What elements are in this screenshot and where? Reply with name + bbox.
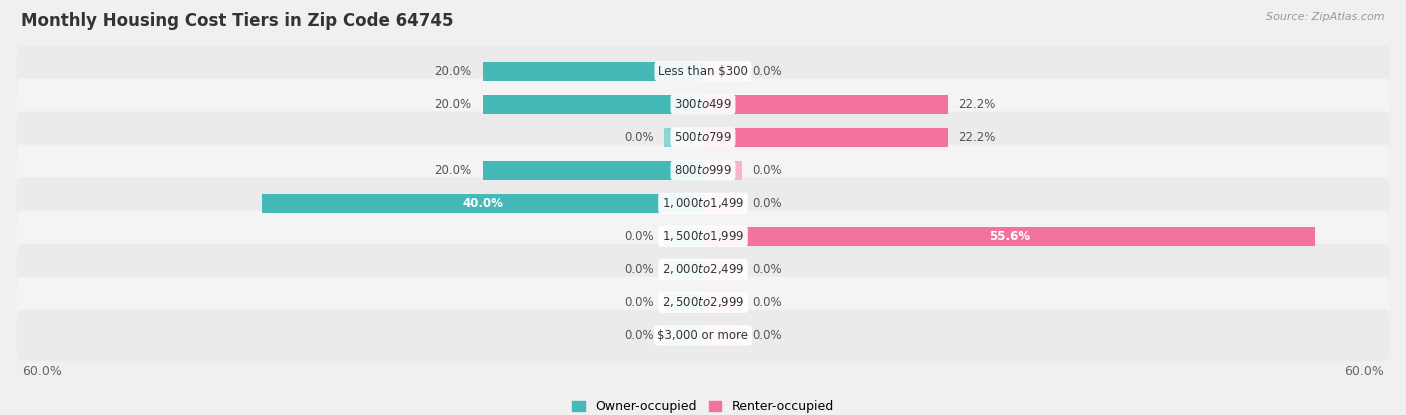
Text: 0.0%: 0.0% <box>752 65 782 78</box>
Text: Less than $300: Less than $300 <box>658 65 748 78</box>
Bar <box>665 227 703 246</box>
Bar <box>703 293 741 312</box>
Text: $500 to $799: $500 to $799 <box>673 131 733 144</box>
Text: Source: ZipAtlas.com: Source: ZipAtlas.com <box>1267 12 1385 22</box>
Text: 0.0%: 0.0% <box>752 263 782 276</box>
FancyBboxPatch shape <box>17 46 1389 97</box>
Text: Monthly Housing Cost Tiers in Zip Code 64745: Monthly Housing Cost Tiers in Zip Code 6… <box>21 12 454 30</box>
Bar <box>703 161 741 180</box>
Bar <box>703 260 741 279</box>
FancyBboxPatch shape <box>17 244 1389 295</box>
Bar <box>482 95 703 114</box>
Bar <box>665 293 703 312</box>
Bar <box>703 326 741 345</box>
Text: 40.0%: 40.0% <box>463 197 503 210</box>
Legend: Owner-occupied, Renter-occupied: Owner-occupied, Renter-occupied <box>568 395 838 415</box>
Text: 0.0%: 0.0% <box>624 230 654 243</box>
Text: 0.0%: 0.0% <box>752 197 782 210</box>
Bar <box>703 194 741 213</box>
Text: 55.6%: 55.6% <box>988 230 1029 243</box>
Text: 20.0%: 20.0% <box>434 98 471 111</box>
Text: 0.0%: 0.0% <box>752 164 782 177</box>
Text: 0.0%: 0.0% <box>752 329 782 342</box>
Bar <box>482 62 703 81</box>
Text: $2,000 to $2,499: $2,000 to $2,499 <box>662 262 744 276</box>
FancyBboxPatch shape <box>17 211 1389 262</box>
Bar <box>703 62 741 81</box>
Text: 0.0%: 0.0% <box>624 329 654 342</box>
Text: $3,000 or more: $3,000 or more <box>658 329 748 342</box>
Bar <box>703 227 1316 246</box>
Text: 0.0%: 0.0% <box>752 296 782 309</box>
Bar <box>263 194 703 213</box>
Text: $1,000 to $1,499: $1,000 to $1,499 <box>662 196 744 210</box>
Text: 0.0%: 0.0% <box>624 131 654 144</box>
Bar <box>665 128 703 147</box>
Bar <box>665 260 703 279</box>
Text: 0.0%: 0.0% <box>624 263 654 276</box>
Text: 22.2%: 22.2% <box>959 131 995 144</box>
Text: 20.0%: 20.0% <box>434 65 471 78</box>
FancyBboxPatch shape <box>17 78 1389 130</box>
Text: $800 to $999: $800 to $999 <box>673 164 733 177</box>
Text: 22.2%: 22.2% <box>959 98 995 111</box>
Text: 0.0%: 0.0% <box>624 296 654 309</box>
Text: $300 to $499: $300 to $499 <box>673 98 733 111</box>
FancyBboxPatch shape <box>17 178 1389 229</box>
Bar <box>703 128 948 147</box>
Bar <box>482 161 703 180</box>
FancyBboxPatch shape <box>17 112 1389 163</box>
FancyBboxPatch shape <box>17 277 1389 328</box>
FancyBboxPatch shape <box>17 310 1389 361</box>
Text: 20.0%: 20.0% <box>434 164 471 177</box>
Bar <box>703 95 948 114</box>
FancyBboxPatch shape <box>17 144 1389 196</box>
Bar <box>665 326 703 345</box>
Text: $2,500 to $2,999: $2,500 to $2,999 <box>662 295 744 310</box>
Text: $1,500 to $1,999: $1,500 to $1,999 <box>662 229 744 243</box>
